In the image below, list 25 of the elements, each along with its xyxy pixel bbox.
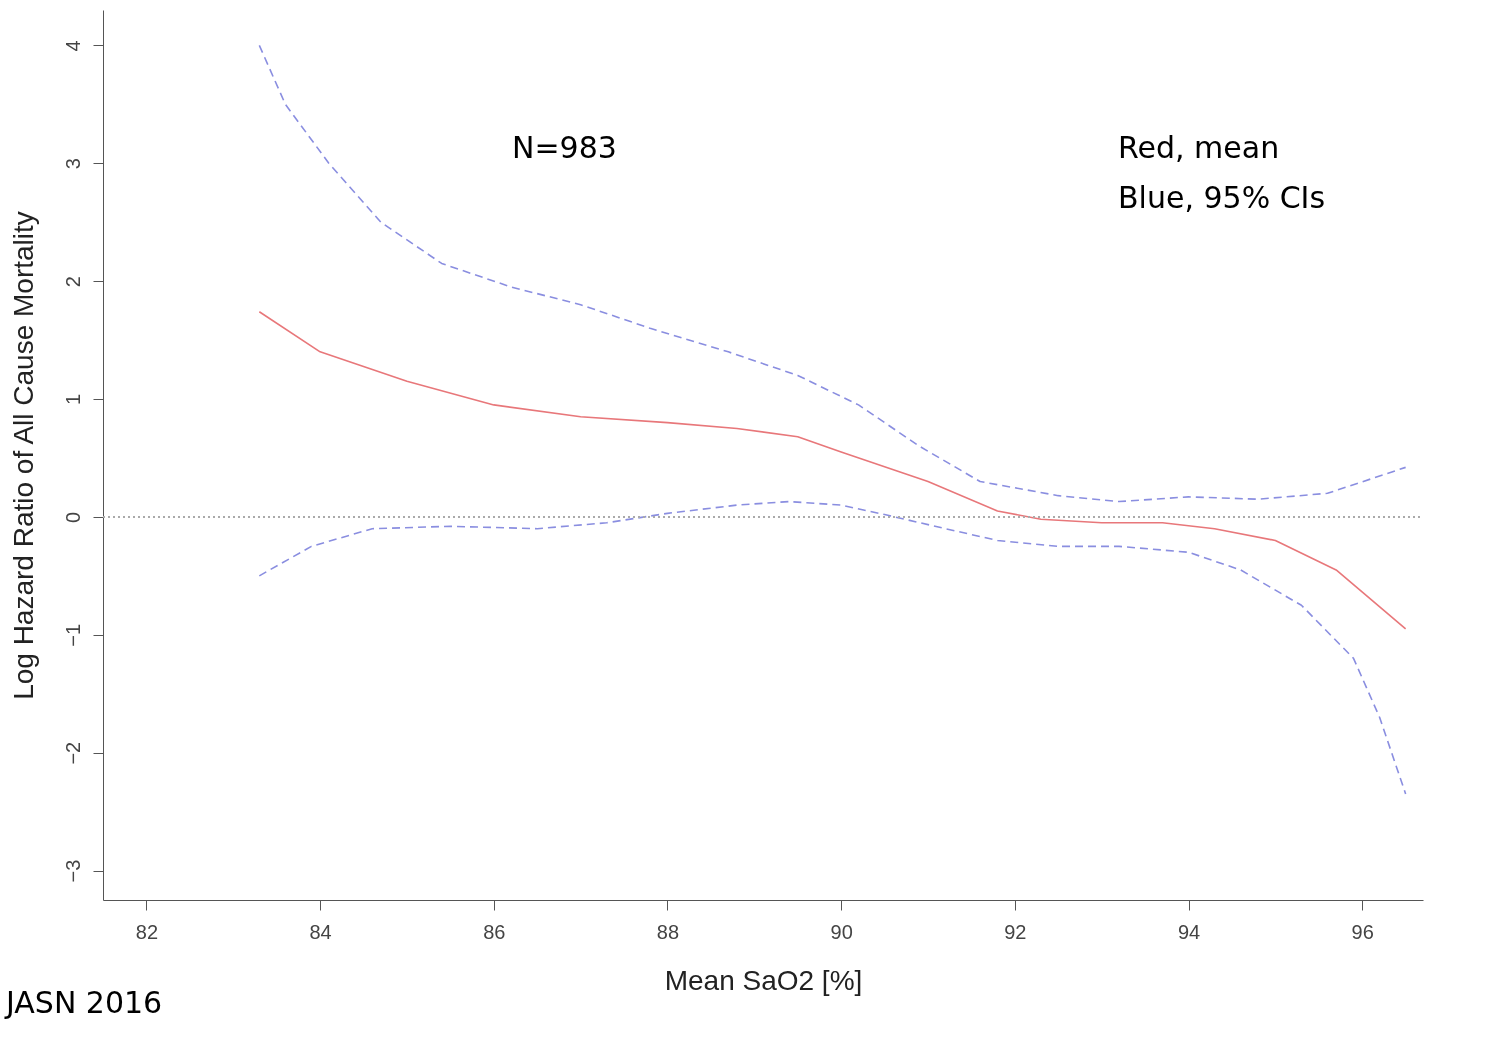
line-series [258, 310, 1407, 630]
y-tick-label: 4 [61, 40, 84, 52]
y-tick-label: −1 [61, 623, 84, 647]
y-tick-label: −2 [61, 741, 84, 765]
annotation: Red, mean [1118, 130, 1280, 165]
x-tick-label: 86 [483, 920, 506, 943]
x-tick-label: 84 [309, 920, 332, 943]
y-axis-title: Log Hazard Ratio of All Cause Mortality [7, 211, 39, 700]
x-tick-label: 94 [1177, 920, 1201, 943]
x-axis-title: Mean SaO2 [%] [664, 964, 863, 996]
y-tick-label: 3 [61, 158, 84, 170]
y-tick-label: 0 [61, 511, 84, 523]
x-tick-label: 92 [1004, 920, 1027, 943]
y-tick-label: −3 [61, 859, 84, 883]
y-tick-label: 2 [61, 276, 84, 288]
annotation: N=983 [512, 130, 617, 165]
line-series [258, 44, 1407, 503]
x-tick-label: 82 [135, 920, 159, 943]
x-tick-label: 90 [830, 920, 853, 943]
x-tick-label: 96 [1351, 920, 1374, 943]
y-tick-label: 1 [61, 393, 84, 406]
line-series [258, 500, 1407, 795]
text: JASN 2016 [6, 985, 163, 1020]
x-tick-label: 88 [656, 920, 680, 943]
annotation: Blue, 95% CIs [1118, 180, 1326, 215]
